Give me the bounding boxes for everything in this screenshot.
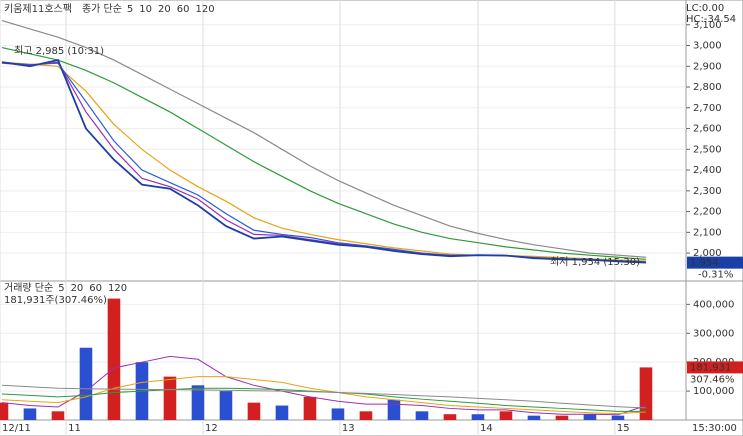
low-annotation: 최저 1,954 (15:30) xyxy=(550,256,640,268)
volume-bar xyxy=(443,414,457,420)
subtitle: 181,931주(307.46%) xyxy=(4,295,107,306)
y-tick-label: 2,700 xyxy=(693,103,722,114)
volume-bar xyxy=(247,402,261,420)
y-tick-label: 3,000 xyxy=(693,41,722,52)
lc-label: LC:0.00 xyxy=(686,3,724,14)
y-tick-label: 2,000 xyxy=(693,248,722,259)
legend-entry: 5 xyxy=(58,283,64,294)
x-tick-label: 12 xyxy=(205,423,218,434)
volume-bar xyxy=(219,391,233,420)
volume-bar xyxy=(387,399,401,420)
y-tick-label: 2,900 xyxy=(693,61,722,72)
volume-bar xyxy=(79,347,93,420)
legend-entry: 20 xyxy=(158,4,171,15)
volume-bar xyxy=(107,298,121,420)
ratio-label: 307.46% xyxy=(690,374,735,385)
ma-line xyxy=(1,355,647,416)
y-tick-label: 2,600 xyxy=(693,124,722,135)
price-line xyxy=(1,59,647,264)
y-tick-label: 2,100 xyxy=(693,227,722,238)
y-tick-label: 300,000 xyxy=(693,328,734,339)
volume-bar xyxy=(555,415,569,420)
y-tick-label: 3,100 xyxy=(693,20,722,31)
y-tick-label: 2,200 xyxy=(693,207,722,218)
ma-line xyxy=(1,384,646,409)
x-tick-label: 15 xyxy=(617,423,630,434)
x-tick-label: 12/11 xyxy=(2,423,31,434)
legend-entry: 120 xyxy=(108,283,127,294)
y-tick-label: 2,800 xyxy=(693,82,722,93)
legend-entry: 60 xyxy=(177,4,190,15)
volume-bar xyxy=(415,411,429,420)
last-price-tag xyxy=(687,256,743,269)
volume-bar xyxy=(611,415,625,420)
chart-title: 키움제11호스팩 xyxy=(4,3,72,15)
volume-bar xyxy=(163,376,177,420)
volume-bar xyxy=(0,402,9,420)
last-volume-tag xyxy=(687,361,743,374)
volume-bar xyxy=(303,396,317,420)
change-label: -0.31% xyxy=(698,270,733,281)
volume-bar xyxy=(23,408,37,420)
last-volume-label: 181,931 xyxy=(690,362,731,373)
legend-title: 거래량 단순 xyxy=(4,282,53,294)
ma-line xyxy=(1,47,647,260)
x-tick-label: 13 xyxy=(342,423,355,434)
volume-bar xyxy=(359,411,373,420)
y-tick-label: 100,000 xyxy=(693,386,734,397)
legend-title: 종가 단순 xyxy=(82,3,122,15)
y-tick-label: 2,300 xyxy=(693,186,722,197)
ma-line xyxy=(1,20,647,258)
volume-bar xyxy=(51,411,65,420)
ma-line xyxy=(1,376,646,415)
volume-bar xyxy=(471,414,485,420)
y-tick-label: 2,400 xyxy=(693,165,722,176)
ma-line xyxy=(1,61,646,262)
volume-bar xyxy=(499,411,513,420)
legend-entry: 20 xyxy=(71,283,84,294)
legend-entry: 60 xyxy=(89,283,102,294)
volume-bar xyxy=(583,414,597,420)
last-time-label: 15:30:00 xyxy=(692,423,737,434)
volume-bar xyxy=(527,415,541,420)
volume-bar xyxy=(191,385,205,420)
high-annotation: 최고 2,985 (10:31) xyxy=(14,45,104,57)
hc-label: HC:-34.54 xyxy=(686,14,736,25)
x-tick-label: 11 xyxy=(68,423,81,434)
y-tick-label: 2,500 xyxy=(693,144,722,155)
legend-entry: 120 xyxy=(196,4,215,15)
last-price-label: 1,954 xyxy=(690,258,719,269)
volume-bar xyxy=(331,408,345,420)
legend-entry: 10 xyxy=(139,4,152,15)
x-tick-label: 14 xyxy=(480,423,493,434)
legend-entry: 5 xyxy=(127,4,133,15)
y-tick-label: 400,000 xyxy=(693,299,734,310)
volume-bar xyxy=(275,405,289,420)
